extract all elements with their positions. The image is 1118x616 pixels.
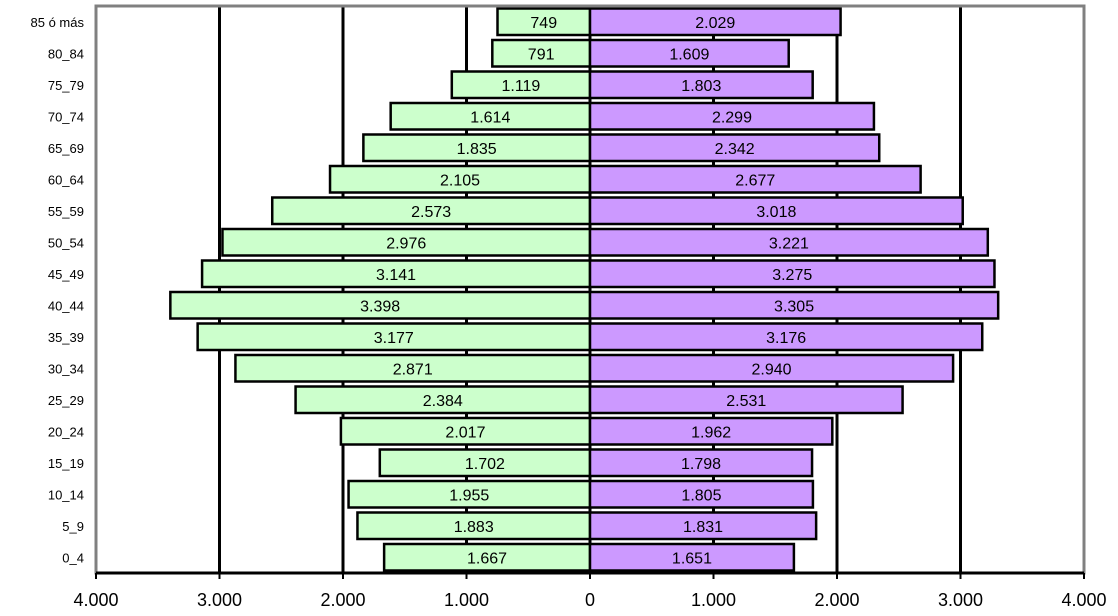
data-label-right: 3.305 <box>774 298 814 315</box>
category-label: 25_29 <box>48 393 84 408</box>
data-label-right: 2.677 <box>735 172 775 189</box>
bar-left <box>328 164 592 194</box>
data-label-right: 2.299 <box>712 109 752 126</box>
x-tick-label: 4.000 <box>1061 590 1106 610</box>
category-label: 75_79 <box>48 78 84 93</box>
bar-right <box>588 38 790 68</box>
bar-right <box>588 322 984 352</box>
x-axis: 4.000 3.000 2.000 1.000 0 1.000 2.000 3.000 4.00… <box>73 571 1107 610</box>
category-label: 35_39 <box>48 330 84 345</box>
category-label: 15_19 <box>48 456 84 471</box>
bar-left <box>169 290 592 320</box>
bar-left <box>450 70 592 100</box>
bar-left <box>382 542 592 572</box>
bar-right <box>588 542 796 572</box>
x-tick-label: 4.000 <box>73 590 118 610</box>
bar-right <box>588 416 834 446</box>
data-label-right: 1.805 <box>681 487 721 504</box>
category-label: 85 ó más <box>31 15 85 30</box>
bar-right <box>588 7 842 37</box>
bar-right <box>588 133 881 163</box>
category-label: 70_74 <box>48 109 84 124</box>
bar-right <box>588 290 1000 320</box>
bar-left <box>200 259 592 289</box>
data-label-right: 2.531 <box>726 393 766 410</box>
bar-left <box>378 448 592 478</box>
gridlines <box>218 6 962 573</box>
data-label-left: 1.835 <box>457 141 497 158</box>
bar-right <box>588 479 815 509</box>
data-label-left: 2.871 <box>393 361 433 378</box>
category-label: 5_9 <box>62 519 84 534</box>
data-label-right: 3.221 <box>769 235 809 252</box>
x-tick-label: 1.000 <box>444 590 489 610</box>
category-label: 65_69 <box>48 141 84 156</box>
category-label: 50_54 <box>48 235 84 250</box>
data-label-left: 1.702 <box>465 456 505 473</box>
data-label-right: 1.962 <box>691 424 731 441</box>
data-label-left: 3.177 <box>374 330 414 347</box>
bar-left <box>491 38 592 68</box>
bar-right <box>588 196 964 226</box>
category-label: 0_4 <box>62 550 84 565</box>
bar-right <box>588 101 876 131</box>
bar-left <box>270 196 592 226</box>
data-label-left: 2.384 <box>423 393 463 410</box>
data-label-left: 1.883 <box>454 519 494 536</box>
category-label: 45_49 <box>48 267 84 282</box>
category-label: 60_64 <box>48 172 84 187</box>
data-label-left: 2.017 <box>445 424 485 441</box>
category-label: 20_24 <box>48 424 84 439</box>
data-label-left: 3.398 <box>360 298 400 315</box>
bar-right <box>588 259 996 289</box>
category-label: 30_34 <box>48 361 84 376</box>
category-label: 80_84 <box>48 46 84 61</box>
bar-right <box>588 385 904 415</box>
x-tick-label: 3.000 <box>938 590 983 610</box>
data-label-left: 2.573 <box>411 204 451 221</box>
bar-right <box>588 448 814 478</box>
x-tick-label: 2.000 <box>320 590 365 610</box>
bar-left <box>196 322 592 352</box>
bar-left <box>496 7 592 37</box>
data-label-right: 1.831 <box>683 519 723 536</box>
data-label-left: 2.105 <box>440 172 480 189</box>
bar-left <box>234 353 592 383</box>
category-label: 10_14 <box>48 487 84 502</box>
category-label: 55_59 <box>48 204 84 219</box>
x-tick-label: 3.000 <box>197 590 242 610</box>
data-label-left: 3.141 <box>376 267 416 284</box>
category-labels: 85 ó más 80_84 75_79 70_74 65_69 60_64 55_59 50… <box>31 15 85 566</box>
data-label-right: 3.018 <box>756 204 796 221</box>
category-label: 40_44 <box>48 298 84 313</box>
data-label-right: 2.342 <box>715 141 755 158</box>
bar-right <box>588 227 990 257</box>
data-label-right: 3.275 <box>772 267 812 284</box>
data-label-left: 1.614 <box>470 109 510 126</box>
data-label-right: 1.803 <box>681 78 721 95</box>
bar-right <box>588 70 814 100</box>
bar-left <box>356 511 592 541</box>
bar-right <box>588 353 955 383</box>
data-label-right: 1.798 <box>681 456 721 473</box>
x-tick-label: 0 <box>585 590 595 610</box>
data-label-left: 791 <box>528 46 555 63</box>
data-label-right: 2.029 <box>695 15 735 32</box>
data-label-right: 2.940 <box>752 361 792 378</box>
bar-right <box>588 164 922 194</box>
data-label-left: 749 <box>530 15 557 32</box>
data-label-right: 3.176 <box>766 330 806 347</box>
data-label-left: 2.976 <box>386 235 426 252</box>
data-label-left: 1.119 <box>501 78 540 95</box>
data-label-left: 1.955 <box>449 487 489 504</box>
data-label-right: 1.609 <box>669 46 709 63</box>
bar-right <box>588 511 818 541</box>
bar-left <box>294 385 592 415</box>
data-label-right: 1.651 <box>672 550 712 567</box>
x-tick-label: 2.000 <box>814 590 859 610</box>
x-tick-label: 1.000 <box>691 590 736 610</box>
bars: 749 2.029 791 1.609 1.119 1.803 1.614 2.299 1.83… <box>169 7 1000 572</box>
data-label-left: 1.667 <box>467 550 507 567</box>
